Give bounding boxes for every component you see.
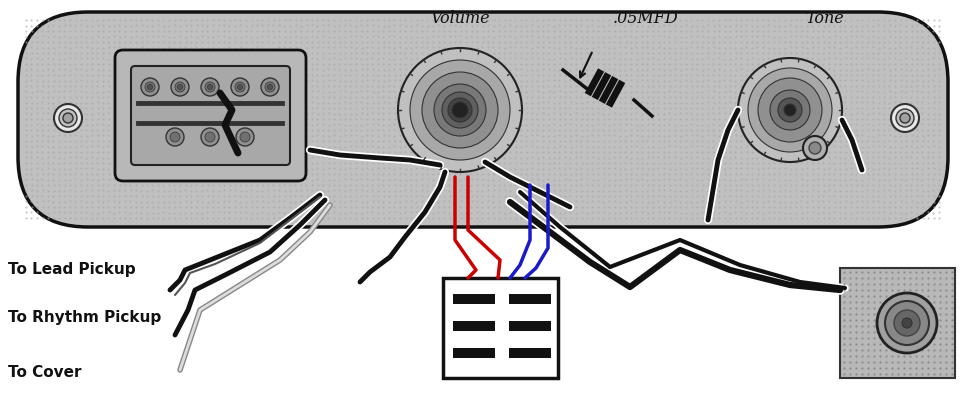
Circle shape bbox=[410, 60, 510, 160]
Circle shape bbox=[175, 82, 185, 92]
Bar bbox=[443, 278, 558, 378]
Circle shape bbox=[784, 104, 796, 116]
Circle shape bbox=[803, 136, 827, 160]
Circle shape bbox=[265, 82, 275, 92]
FancyBboxPatch shape bbox=[115, 50, 306, 181]
Circle shape bbox=[166, 128, 184, 146]
Circle shape bbox=[63, 113, 73, 123]
FancyBboxPatch shape bbox=[18, 12, 948, 227]
Circle shape bbox=[201, 128, 219, 146]
Circle shape bbox=[902, 318, 912, 328]
Text: Volume: Volume bbox=[430, 10, 490, 27]
Circle shape bbox=[891, 104, 919, 132]
Circle shape bbox=[758, 78, 822, 142]
Bar bbox=[509, 348, 551, 358]
Bar bbox=[509, 321, 551, 331]
Circle shape bbox=[170, 132, 180, 142]
Circle shape bbox=[748, 68, 832, 152]
Circle shape bbox=[894, 310, 920, 336]
Text: To Cover: To Cover bbox=[8, 365, 81, 380]
Circle shape bbox=[738, 58, 842, 162]
Circle shape bbox=[770, 90, 810, 130]
Circle shape bbox=[809, 142, 821, 154]
Bar bbox=[453, 321, 495, 331]
Circle shape bbox=[236, 128, 254, 146]
Circle shape bbox=[208, 84, 213, 90]
Text: Tone: Tone bbox=[805, 10, 844, 27]
Circle shape bbox=[268, 84, 272, 90]
Bar bbox=[453, 294, 495, 304]
Circle shape bbox=[205, 132, 215, 142]
Circle shape bbox=[398, 48, 522, 172]
Circle shape bbox=[235, 82, 245, 92]
Text: .05MFD: .05MFD bbox=[613, 10, 679, 27]
Circle shape bbox=[148, 84, 153, 90]
Circle shape bbox=[54, 104, 82, 132]
Circle shape bbox=[141, 78, 159, 96]
Circle shape bbox=[442, 92, 478, 128]
Circle shape bbox=[145, 82, 155, 92]
Circle shape bbox=[205, 82, 215, 92]
Bar bbox=[509, 294, 551, 304]
Circle shape bbox=[177, 84, 182, 90]
Circle shape bbox=[877, 293, 937, 353]
Circle shape bbox=[422, 72, 498, 148]
Circle shape bbox=[885, 301, 929, 345]
Circle shape bbox=[201, 78, 219, 96]
Circle shape bbox=[231, 78, 249, 96]
Circle shape bbox=[237, 84, 242, 90]
Circle shape bbox=[434, 84, 486, 136]
Circle shape bbox=[59, 109, 77, 127]
FancyBboxPatch shape bbox=[131, 66, 290, 165]
Circle shape bbox=[778, 98, 802, 122]
Bar bbox=[840, 268, 955, 378]
Circle shape bbox=[896, 109, 914, 127]
Circle shape bbox=[261, 78, 279, 96]
Circle shape bbox=[240, 132, 250, 142]
Circle shape bbox=[452, 102, 468, 118]
Circle shape bbox=[171, 78, 189, 96]
Circle shape bbox=[448, 98, 472, 122]
Circle shape bbox=[900, 113, 910, 123]
Bar bbox=[453, 348, 495, 358]
Text: To Lead Pickup: To Lead Pickup bbox=[8, 262, 135, 277]
Text: To Rhythm Pickup: To Rhythm Pickup bbox=[8, 310, 162, 325]
